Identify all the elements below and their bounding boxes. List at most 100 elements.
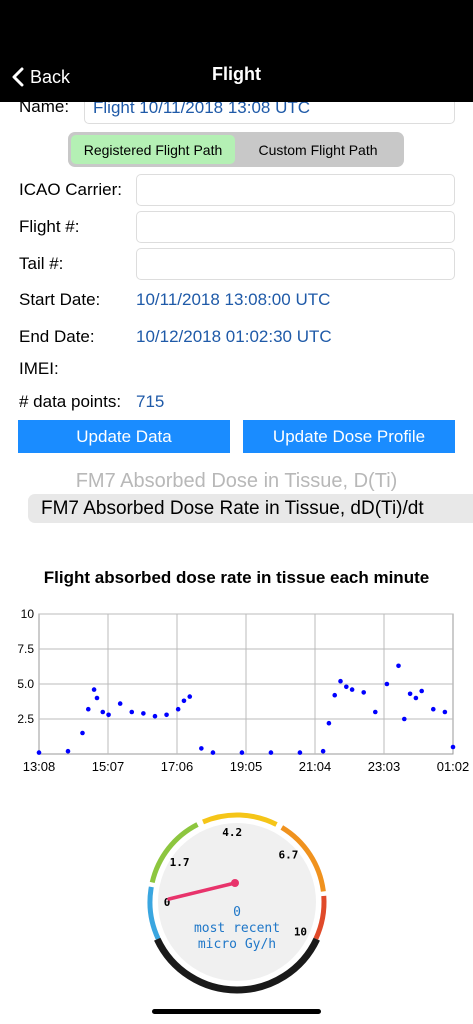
gauge-unit-line2: micro Gy/h: [198, 937, 276, 952]
chart-x-tick-label: 19:05: [230, 759, 263, 772]
chart-point: [210, 750, 216, 755]
chart-point: [181, 698, 187, 704]
gauge-color-arc: [313, 895, 327, 940]
picker-selected-dose-rate[interactable]: FM7 Absorbed Dose Rate in Tissue, dD(Ti)…: [28, 494, 473, 523]
gauge-face: [158, 823, 316, 981]
imei-label: IMEI:: [19, 359, 59, 378]
chart-grid: [38, 613, 454, 755]
chart-point: [152, 713, 158, 719]
gauge-tick-label: 0: [164, 896, 171, 909]
chart-point: [413, 695, 419, 701]
tail-number-label: Tail #:: [19, 254, 64, 273]
chart-y-ticks: 10 7.5 5.0 2.5: [17, 607, 34, 726]
chart-point: [91, 687, 97, 692]
gauge-needle-hub: [231, 879, 239, 887]
chart-point: [85, 706, 91, 712]
gauge-color-arc: [149, 822, 199, 884]
segment-registered-flight-path[interactable]: Registered Flight Path: [71, 135, 235, 164]
status-bar: [0, 0, 473, 52]
flight-number-field[interactable]: [136, 211, 455, 243]
chart-x-ticks: 13:08 15:07 17:06 19:05 21:04 23:03 01:02: [23, 759, 470, 772]
chart-x-tick-label: 23:03: [368, 759, 401, 772]
chart-point: [106, 712, 111, 718]
gauge-bottom-arc: [154, 937, 320, 994]
chart-point: [94, 695, 100, 701]
chart-x-tick-label: 13:08: [23, 759, 56, 772]
scroll-content[interactable]: Name: Flight 10/11/2018 13:08 UTC Regist…: [0, 102, 473, 1024]
chart-point: [326, 720, 332, 726]
dose-rate-gauge: 0 1.7 4.2 6.7 10 0 most recent micro Gy/h: [147, 812, 327, 994]
page-title: Flight: [212, 64, 261, 84]
gauge-color-arc: [280, 825, 326, 892]
gauge-arcs: [147, 812, 327, 994]
gauge-color-arc: [202, 812, 278, 827]
chart-point: [199, 746, 204, 751]
tail-number-field[interactable]: [136, 248, 455, 280]
chart-point: [187, 694, 193, 699]
chart-point: [175, 706, 181, 712]
end-date-value[interactable]: 10/12/2018 01:02:30 UTC: [136, 327, 332, 346]
chart-point: [373, 709, 378, 715]
chart-y-tick-label: 5.0: [17, 677, 34, 691]
chart-point: [129, 709, 135, 715]
start-date-label: Start Date:: [19, 290, 101, 309]
end-date-label: End Date:: [19, 327, 95, 346]
chart-point: [419, 688, 424, 694]
chart-x-tick-label: 21:04: [299, 759, 332, 772]
chart-point: [332, 692, 338, 698]
flight-path-segmented-control: Registered Flight Path Custom Flight Pat…: [68, 132, 404, 167]
chart-point: [268, 750, 274, 755]
data-points-value: 715: [136, 392, 165, 411]
gauge-tick-label: 4.2: [222, 826, 242, 839]
name-field[interactable]: Flight 10/11/2018 13:08 UTC: [84, 102, 455, 124]
picker-option-absorbed-dose[interactable]: FM7 Absorbed Dose in Tissue, D(Ti): [75, 470, 398, 492]
chart-point: [117, 701, 123, 706]
home-indicator: [152, 1009, 321, 1014]
gauge-tick-labels: 0 1.7 4.2 6.7 10: [164, 826, 307, 938]
chart-point: [361, 690, 367, 695]
name-row: Name: Flight 10/11/2018 13:08 UTC: [0, 102, 473, 124]
data-points-label: # data points:: [19, 392, 122, 411]
chart-point: [430, 706, 436, 712]
chart-y-tick-label: 7.5: [17, 642, 34, 656]
chart-point: [384, 681, 390, 687]
back-label: Back: [30, 66, 71, 87]
chart-point: [80, 730, 85, 736]
chart-x-tick-label: 17:06: [161, 759, 194, 772]
chart-point: [344, 684, 349, 690]
chart-title: Flight absorbed dose rate in tissue each…: [43, 568, 430, 587]
chart-point: [450, 744, 456, 750]
chart-point: [36, 750, 42, 755]
chart-x-tick-label: 15:07: [92, 759, 125, 772]
dose-rate-chart: 10 7.5 5.0 2.5 13:08 15:07 17:06 19:05 21:04 23:…: [17, 607, 470, 772]
chart-y-tick-label: 2.5: [17, 712, 34, 726]
gauge-tick-label: 6.7: [279, 849, 299, 862]
chart-point: [65, 748, 71, 754]
name-label: Name:: [19, 102, 70, 116]
icao-carrier-label: ICAO Carrier:: [19, 180, 122, 199]
icao-carrier-field[interactable]: [136, 174, 455, 206]
update-dose-profile-button[interactable]: Update Dose Profile: [243, 420, 455, 453]
update-data-button[interactable]: Update Data: [18, 420, 230, 453]
chart-point: [349, 687, 355, 692]
chart-point: [396, 663, 401, 669]
chart-point: [401, 716, 407, 722]
gauge-unit-line1: most recent: [194, 921, 280, 936]
gauge-tick-label: 1.7: [170, 856, 190, 869]
back-button[interactable]: Back: [12, 63, 70, 91]
chart-y-tick-label: 10: [21, 607, 35, 621]
segment-custom-flight-path[interactable]: Custom Flight Path: [258, 141, 378, 158]
flight-number-label: Flight #:: [19, 217, 80, 236]
chart-point: [164, 712, 169, 718]
chart-x-tick-label: 01:02: [437, 759, 470, 772]
chart-point: [407, 691, 413, 697]
chevron-left-icon: [12, 67, 24, 87]
gauge-color-arc: [147, 886, 161, 940]
chart-point: [100, 709, 106, 715]
gauge-value-text: 0: [233, 905, 241, 920]
chart-point: [442, 709, 448, 715]
start-date-value[interactable]: 10/11/2018 13:08:00 UTC: [136, 290, 331, 309]
gauge-tick-label: 10: [294, 926, 307, 939]
chart-points: [36, 663, 456, 755]
chart-point: [297, 750, 303, 755]
